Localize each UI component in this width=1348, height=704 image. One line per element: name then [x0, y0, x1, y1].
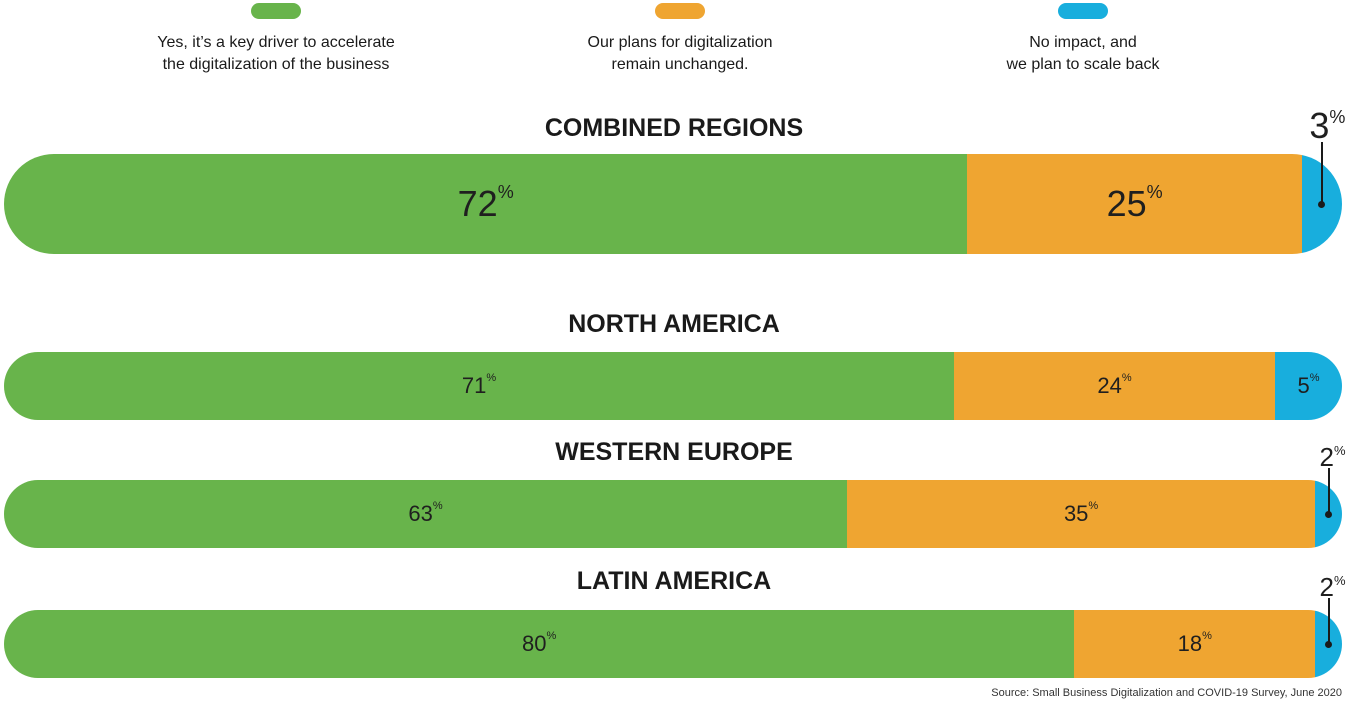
legend-swatch: [655, 3, 705, 19]
legend-label: Our plans for digitalization remain unch…: [550, 32, 810, 76]
data-label: 5%: [1298, 375, 1320, 397]
region-title: WESTERN EUROPE: [0, 438, 1348, 467]
bar-track: 72% 25%: [4, 154, 1342, 254]
data-label: 80%: [522, 633, 556, 655]
data-label: 18%: [1178, 633, 1212, 655]
leader-line: [1328, 598, 1330, 644]
leader-line: [1321, 142, 1323, 204]
legend-item: No impact, and we plan to scale back: [973, 3, 1193, 76]
bar-track: 80% 18%: [4, 610, 1342, 678]
legend-swatch: [1058, 3, 1108, 19]
leader-dot: [1318, 201, 1325, 208]
data-label: 3%: [1309, 108, 1345, 144]
legend-item: Our plans for digitalization remain unch…: [550, 3, 810, 76]
legend-swatch: [251, 3, 301, 19]
region-title: LATIN AMERICA: [0, 567, 1348, 596]
region-title: NORTH AMERICA: [0, 310, 1348, 339]
data-label: 2%: [1320, 444, 1346, 470]
leader-dot: [1325, 641, 1332, 648]
source-note: Source: Small Business Digitalization an…: [991, 687, 1342, 699]
region-title: COMBINED REGIONS: [0, 114, 1348, 143]
data-label: 63%: [408, 503, 442, 525]
data-label: 24%: [1097, 375, 1131, 397]
data-label: 71%: [462, 375, 496, 397]
bar-track: 71% 24% 5%: [4, 352, 1342, 420]
legend-item: Yes, it’s a key driver to accelerate the…: [116, 3, 436, 76]
data-label: 72%: [458, 186, 514, 222]
leader-line: [1328, 468, 1330, 514]
leader-dot: [1325, 511, 1332, 518]
data-label: 25%: [1107, 186, 1163, 222]
data-label: 2%: [1320, 574, 1346, 600]
legend-label: No impact, and we plan to scale back: [973, 32, 1193, 76]
legend-label: Yes, it’s a key driver to accelerate the…: [116, 32, 436, 76]
bar-track: 63% 35%: [4, 480, 1342, 548]
data-label: 35%: [1064, 503, 1098, 525]
